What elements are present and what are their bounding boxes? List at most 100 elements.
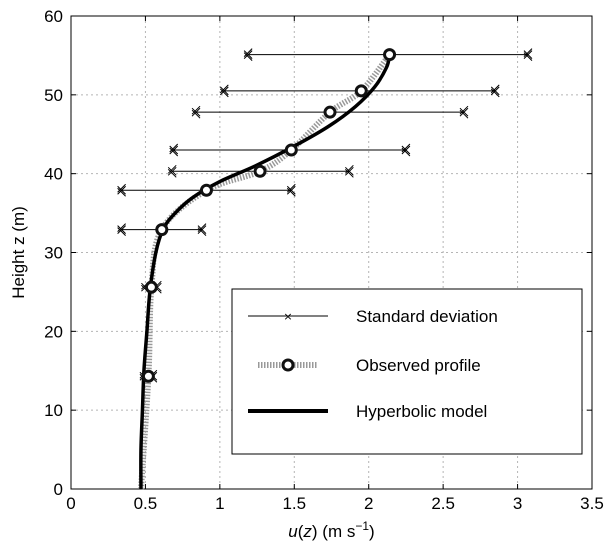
errorbar-cap-stroke <box>523 50 533 59</box>
errorbar-cap-stroke <box>401 143 411 153</box>
errorbar-cap-stroke <box>167 166 177 176</box>
errorbar-cap-stroke <box>219 86 229 96</box>
errorbar-cap-stroke <box>169 147 179 157</box>
std-dev-marker-right <box>345 164 354 178</box>
std-dev-marker-right <box>197 223 207 236</box>
errorbar-cap-stroke <box>167 168 177 178</box>
errorbar-cap-stroke <box>459 109 469 119</box>
std-dev-marker-left <box>219 84 229 98</box>
errorbar-cap-stroke <box>459 107 469 117</box>
y-tick-label: 50 <box>44 86 63 105</box>
errorbar-cap-stroke <box>191 107 201 117</box>
x-tick-label: 0 <box>66 494 75 513</box>
series-area <box>117 48 533 490</box>
observed-profile-marker <box>199 183 213 197</box>
observed-profile-marker <box>141 369 155 383</box>
errorbar-cap-stroke <box>243 50 253 59</box>
std-dev-marker-right <box>490 84 500 98</box>
observed-profile-marker <box>155 223 169 237</box>
errorbar-cap-stroke <box>197 223 207 232</box>
errorbar-cap-stroke <box>191 105 201 115</box>
errorbar-cap-stroke <box>286 185 296 195</box>
errorbar-cap-stroke <box>401 145 411 155</box>
errorbar-cap-stroke <box>490 86 500 96</box>
y-tick-label: 60 <box>44 7 63 26</box>
legend: × Standard deviation Observed profile Hy… <box>231 288 583 455</box>
errorbar-cap-stroke <box>345 164 354 174</box>
observed-profile-marker <box>383 48 397 62</box>
legend-label-standard-deviation: Standard deviation <box>356 307 498 326</box>
observed-profile-marker <box>284 143 298 157</box>
x-axis-title-units: ) (m s <box>312 522 355 541</box>
observed-profile-marker <box>354 84 368 98</box>
y-tick-label: 10 <box>44 401 63 420</box>
legend-entry-hyperbolic-model: Hyperbolic model <box>248 402 487 421</box>
std-dev-marker-left <box>117 183 126 197</box>
errorbar-cap-stroke <box>197 225 207 234</box>
errorbar-cap-stroke <box>243 52 253 61</box>
errorbar-cap-stroke <box>191 109 201 119</box>
std-dev-marker-left <box>167 164 177 178</box>
errorbar-cap-stroke <box>219 84 229 94</box>
errorbar-cap-stroke <box>523 52 533 61</box>
std-dev-marker-left <box>117 223 126 236</box>
errorbar-cap-stroke <box>243 48 253 57</box>
x-tick-label: 1.5 <box>282 494 306 513</box>
std-dev-marker-left <box>243 48 253 61</box>
legend-swatch-observed-profile-marker <box>281 358 295 372</box>
errorbar-cap-stroke <box>490 84 500 94</box>
y-tick-label: 40 <box>44 165 63 184</box>
errorbar-cap-stroke <box>169 143 179 153</box>
x-axis-title-open: ( <box>298 522 304 541</box>
legend-label-hyperbolic-model: Hyperbolic model <box>356 402 487 421</box>
errorbar-cap-stroke <box>286 187 296 197</box>
x-tick-label: 2.5 <box>431 494 455 513</box>
errorbar-cap-stroke <box>523 48 533 57</box>
observed-profile-marker <box>323 105 337 119</box>
x-tick-label: 3 <box>513 494 522 513</box>
errorbar-cap-stroke <box>286 183 296 193</box>
x-tick-label: 1 <box>215 494 224 513</box>
observed-profile-marker <box>144 280 158 294</box>
errorbar-cap-stroke <box>117 225 126 234</box>
x-axis-title-close: ) <box>369 522 375 541</box>
x-tick-label: 0.5 <box>134 494 158 513</box>
errorbar-cap-stroke <box>219 88 229 98</box>
y-tick-label: 30 <box>44 244 63 263</box>
observed-profile-marker <box>253 164 267 178</box>
x-axis-title-prefix: u <box>288 522 298 541</box>
errorbar-cap-stroke <box>401 147 411 157</box>
std-dev-marker-right <box>401 143 411 157</box>
errorbar-cap-stroke <box>117 187 126 197</box>
x-axis-title-var: z <box>302 522 312 541</box>
errorbar-cap-stroke <box>117 227 126 236</box>
x-axis-title-exponent: −1 <box>355 519 369 533</box>
errorbar-cap-stroke <box>117 223 126 232</box>
y-tick-label: 20 <box>44 322 63 341</box>
std-dev-marker-left <box>169 143 179 157</box>
errorbar-cap-stroke <box>345 166 354 176</box>
errorbar-cap-stroke <box>345 168 354 178</box>
errorbar-cap-stroke <box>490 88 500 98</box>
std-dev-marker-right <box>459 105 469 119</box>
errorbar-cap-stroke <box>117 185 126 195</box>
std-dev-marker-right <box>286 183 296 197</box>
errorbar-cap-stroke <box>167 164 177 174</box>
x-tick-label: 2 <box>364 494 373 513</box>
std-dev-marker-left <box>191 105 201 119</box>
std-dev-marker-right <box>523 48 533 61</box>
x-tick-label: 3.5 <box>580 494 604 513</box>
errorbar-cap-stroke <box>169 145 179 155</box>
errorbar-cap-stroke <box>197 227 207 236</box>
legend-swatch-standard-deviation-marker: × <box>283 310 292 323</box>
tick-labels: 0 0.5 1 1.5 2 2.5 3 3.5 0 10 20 30 40 50 60 <box>44 7 604 513</box>
errorbar-cap-stroke <box>117 183 126 193</box>
legend-entry-standard-deviation: × Standard deviation <box>248 307 498 326</box>
legend-label-observed-profile: Observed profile <box>356 356 481 375</box>
axes <box>70 15 593 490</box>
observed-profile-line <box>137 52 392 490</box>
x-axis-title: u(z) (m s−1) <box>288 519 374 541</box>
y-axis-title: Height z (m) <box>9 206 28 299</box>
y-tick-label: 0 <box>54 480 63 499</box>
